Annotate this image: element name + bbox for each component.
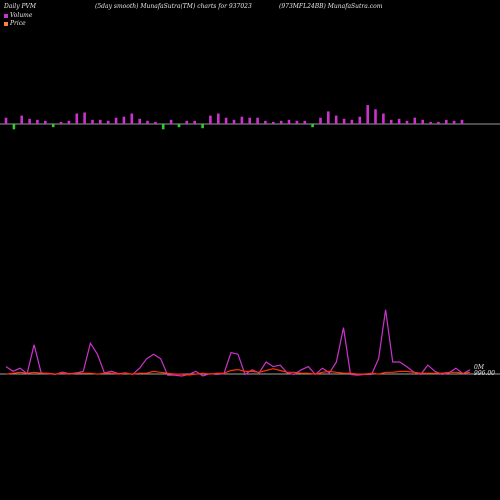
volume-bar — [358, 116, 362, 125]
legend-volume-label: Volume — [10, 12, 33, 19]
volume-bar — [161, 124, 165, 130]
chart-title-right: (973MFL24BB) MunafaSutra.com — [279, 3, 383, 10]
volume-bar — [185, 120, 189, 124]
volume-bar — [28, 118, 31, 125]
volume-bar — [154, 121, 157, 124]
price-line — [5, 368, 471, 376]
legend-price-swatch — [4, 21, 8, 26]
volume-bar — [114, 117, 118, 124]
volume-bar — [287, 119, 291, 124]
chart-title-left: Daily PVM — [4, 3, 37, 10]
volume-bar — [130, 113, 134, 124]
volume-bar — [421, 119, 424, 124]
volume-bar — [91, 119, 94, 124]
volume-bar — [12, 124, 16, 130]
volume-bar — [193, 120, 196, 124]
volume-bar — [382, 113, 385, 124]
volume-bar — [445, 119, 448, 124]
volume-bar — [4, 117, 8, 124]
chart-title-center: (5day smooth) MunafaSutra(TM) charts for… — [95, 3, 252, 10]
volume-bar — [334, 115, 338, 124]
volume-bar — [303, 120, 307, 124]
volume-bar — [83, 112, 86, 125]
volume-bar — [99, 119, 102, 124]
legend-price: Price — [4, 20, 26, 27]
volume-bar — [248, 117, 251, 124]
volume-bar — [75, 113, 79, 124]
volume-bar — [405, 120, 409, 124]
volume-bar — [44, 120, 47, 124]
volume-bar — [413, 117, 417, 124]
volume-bar — [437, 121, 440, 124]
volume-bar — [374, 109, 377, 124]
volume-bar — [36, 119, 39, 124]
volume-bar — [429, 121, 432, 124]
volume-bar — [177, 124, 181, 128]
volume-bar — [366, 105, 369, 124]
legend-volume-swatch — [4, 13, 8, 18]
legend-volume: Volume — [4, 12, 32, 19]
volume-bars — [4, 105, 464, 130]
volume-bar — [138, 118, 141, 125]
volume-bar — [460, 119, 464, 124]
volume-bar — [311, 124, 314, 128]
volume-bar — [20, 115, 23, 124]
volume-bar — [397, 118, 401, 125]
volume-bar — [350, 119, 354, 124]
volume-bar — [146, 120, 149, 124]
volume-bar — [169, 119, 173, 124]
legend-price-label: Price — [10, 20, 26, 27]
volume-bar — [122, 116, 126, 125]
volume-bar — [106, 120, 110, 124]
volume-bar — [272, 121, 275, 124]
volume-bar — [319, 117, 322, 124]
volume-bar — [342, 118, 346, 125]
volume-bar — [389, 119, 393, 124]
volume-smooth-line — [5, 309, 471, 377]
volume-bar — [59, 121, 63, 124]
volume-bar — [67, 120, 71, 124]
volume-bar — [256, 117, 259, 124]
volume-bar — [327, 111, 330, 124]
volume-bar — [209, 115, 212, 124]
price-right-label: 996.00 — [474, 370, 495, 377]
volume-bar — [224, 117, 228, 124]
volume-bar — [240, 116, 244, 125]
volume-bar — [452, 120, 456, 124]
volume-bar — [264, 120, 267, 124]
volume-bar — [201, 124, 204, 129]
volume-right-label: 0M — [474, 364, 485, 371]
volume-bar — [51, 124, 55, 128]
volume-bar — [217, 113, 220, 124]
volume-bar — [295, 120, 299, 124]
volume-bar — [279, 120, 283, 124]
volume-bar — [232, 119, 236, 124]
